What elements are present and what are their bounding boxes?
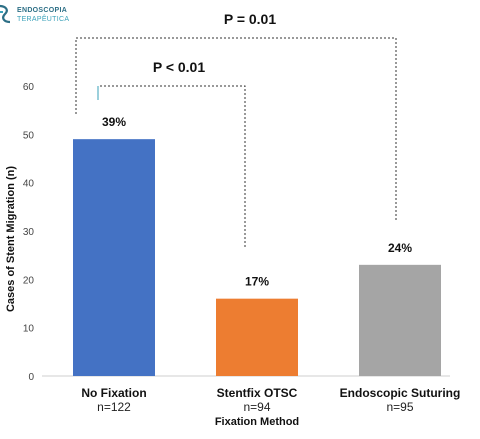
p-value-label-inner: P < 0.01 (153, 59, 206, 75)
x-tick-count-2: n=94 (243, 400, 270, 414)
x-tick-label-2: Stentfix OTSC (217, 386, 298, 400)
significance-bracket-inner (97, 85, 246, 247)
y-tick-label: 40 (23, 179, 35, 190)
data-label-2: 17% (245, 275, 269, 289)
y-tick-label: 30 (23, 227, 35, 238)
y-tick-label: 10 (23, 324, 35, 335)
significance-bracket-outer (75, 37, 397, 222)
data-label-3: 24% (388, 241, 412, 255)
y-axis-title: Cases of Stent Migration (n) (5, 166, 17, 312)
p-value-label-outer: P = 0.01 (224, 11, 277, 27)
logo-text-line2: TERAPÊUTICA (17, 16, 70, 23)
logo-text-line1: ENDOSCOPIA (17, 7, 68, 14)
x-tick-count-3: n=95 (386, 400, 413, 414)
y-tick-label: 50 (23, 130, 35, 141)
x-axis-title: Fixation Method (215, 416, 299, 428)
data-label-1: 39% (102, 115, 126, 129)
bar-3 (359, 264, 441, 376)
y-tick-label: 60 (23, 82, 35, 93)
endoscopia-terapeutica-logo: ENDOSCOPIA TERAPÊUTICA (0, 2, 110, 28)
x-tick-label-1: No Fixation (81, 386, 146, 400)
bar-2 (216, 298, 298, 376)
x-tick-count-1: n=122 (97, 400, 131, 414)
y-tick-label: 0 (28, 372, 34, 383)
y-tick-label: 20 (23, 275, 35, 286)
x-tick-label-3: Endoscopic Suturing (340, 386, 461, 400)
bar-1 (73, 139, 155, 376)
logo-icon (0, 4, 11, 24)
